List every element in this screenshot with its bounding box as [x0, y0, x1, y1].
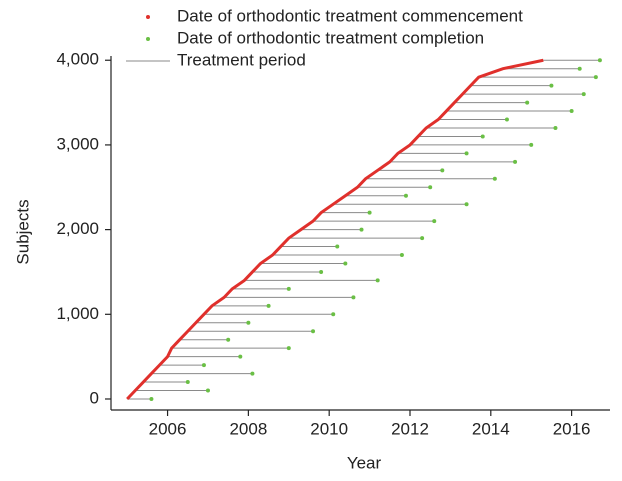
completion-point	[246, 320, 251, 325]
completion-point	[311, 329, 316, 334]
completion-point	[569, 109, 574, 114]
y-tick-label: 1,000	[56, 304, 99, 323]
completion-point	[529, 142, 534, 147]
x-tick-label: 2014	[472, 419, 510, 438]
completion-point	[375, 278, 380, 283]
completion-point	[553, 125, 558, 130]
commencement-line	[126, 58, 544, 401]
legend-marker	[146, 15, 150, 19]
completion-point	[525, 100, 530, 105]
x-tick-label: 2006	[149, 419, 187, 438]
completion-point	[367, 210, 372, 215]
completion-point	[286, 346, 291, 351]
completion-point	[464, 202, 469, 207]
completion-point	[440, 168, 445, 173]
completion-point	[403, 193, 408, 198]
completion-point	[420, 236, 425, 241]
x-tick-label: 2016	[553, 419, 591, 438]
completion-point	[577, 66, 582, 71]
completion-point	[399, 253, 404, 258]
completion-point	[464, 151, 469, 156]
legend-marker	[146, 37, 150, 41]
completion-point	[319, 269, 324, 274]
completion-point	[250, 371, 255, 376]
completion-point	[581, 92, 586, 97]
x-axis-label: Year	[347, 453, 382, 472]
legend-label: Date of orthodontic treatment commenceme…	[177, 6, 523, 25]
completion-point	[343, 261, 348, 266]
completion-point	[492, 176, 497, 181]
completion-point	[428, 185, 433, 190]
completion-point	[238, 354, 243, 359]
completion-point	[593, 75, 598, 80]
y-tick-label: 3,000	[56, 134, 99, 153]
y-tick-label: 2,000	[56, 219, 99, 238]
completion-point	[335, 244, 340, 249]
completion-point	[513, 159, 518, 164]
legend-label: Date of orthodontic treatment completion	[177, 28, 484, 47]
completion-point	[351, 295, 356, 300]
completion-point	[331, 312, 336, 317]
completion-point	[597, 58, 602, 63]
completion-point	[432, 219, 437, 224]
y-tick-label: 0	[90, 388, 99, 407]
x-tick-label: 2008	[229, 419, 267, 438]
x-tick-label: 2012	[391, 419, 429, 438]
completion-point	[226, 337, 231, 342]
completion-point	[480, 134, 485, 139]
completion-point	[504, 117, 509, 122]
legend-label: Treatment period	[177, 50, 306, 69]
completion-point	[205, 388, 210, 393]
completion-point	[286, 286, 291, 291]
completion-point	[201, 363, 206, 368]
completion-point	[549, 83, 554, 88]
completion-point	[359, 227, 364, 232]
y-tick-label: 4,000	[56, 50, 99, 69]
x-tick-label: 2010	[310, 419, 348, 438]
y-axis-label: Subjects	[13, 199, 32, 264]
completion-point	[149, 396, 154, 401]
completion-point	[185, 380, 190, 385]
completion-point	[266, 303, 271, 308]
